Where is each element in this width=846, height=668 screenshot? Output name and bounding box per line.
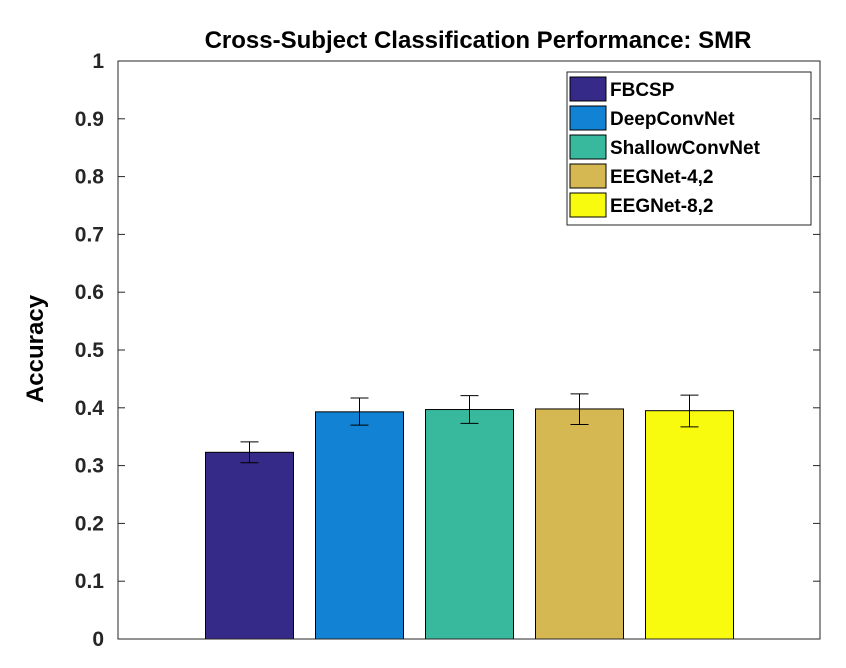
bar-deepconvnet: [315, 411, 404, 640]
legend-swatch: [569, 76, 607, 102]
y-tick-label: 0.1: [75, 570, 105, 593]
y-axis-label: Accuracy: [22, 294, 49, 403]
legend-label: DeepConvNet: [610, 109, 735, 130]
legend-box: [566, 71, 812, 226]
bar-shallowconvnet: [425, 409, 514, 640]
y-tick-label: 0.4: [75, 397, 105, 420]
y-tick-label: 0.8: [75, 166, 105, 189]
y-tick-label: 0.2: [75, 512, 104, 535]
legend-swatch: [569, 134, 607, 160]
bars-layer: [205, 408, 734, 640]
legend-swatch: [569, 163, 607, 189]
legend-label: EEGNet-4,2: [610, 167, 713, 188]
y-tick-label: 0: [92, 628, 104, 651]
y-tick-label: 0.3: [75, 455, 104, 478]
chart-title: Cross-Subject Classification Performance…: [205, 27, 752, 54]
legend-swatch: [569, 105, 607, 131]
y-axis-ticks: 0 0.1 0.2 0.3 0.4 0.5 0.6 0.7 0.8 0.9 1: [75, 50, 820, 651]
y-tick-label: 0.7: [75, 223, 104, 246]
bar-eegnet-8-2: [645, 410, 734, 640]
legend: FBCSP DeepConvNet ShallowConvNet EEGNet-4,2…: [566, 71, 812, 226]
legend-label: ShallowConvNet: [610, 138, 761, 159]
legend-label: FBCSP: [610, 80, 675, 101]
bar-fbcsp: [205, 451, 294, 640]
y-tick-label: 0.6: [75, 281, 104, 304]
bar-eegnet-4-2: [535, 408, 624, 640]
errorbars-layer: [240, 393, 699, 464]
y-tick-label: 1: [92, 50, 104, 73]
y-tick-label: 0.9: [75, 108, 104, 131]
y-tick-label: 0.5: [75, 339, 105, 362]
legend-label: EEGNet-8,2: [610, 196, 713, 217]
legend-swatch: [569, 192, 607, 218]
